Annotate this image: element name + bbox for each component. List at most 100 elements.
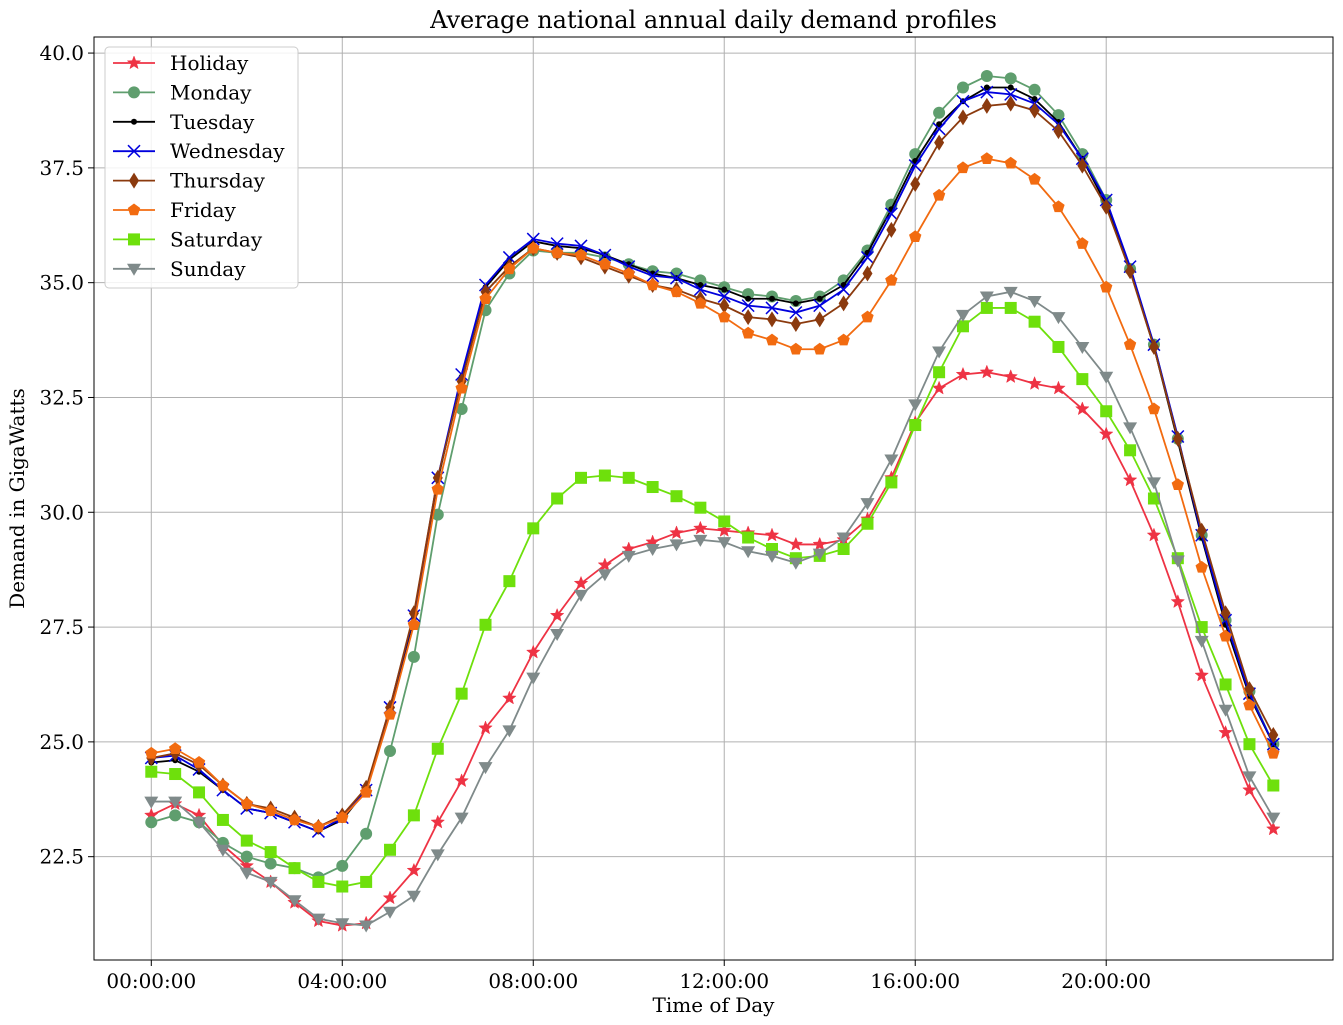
data-point-holiday [1051,380,1066,395]
data-point-sunday [478,762,493,775]
data-point-saturday [216,813,229,826]
data-point-thursday [1220,605,1231,622]
x-marker-stroke [526,232,540,246]
data-point-monday [837,274,850,287]
data-point-wednesday [884,207,898,221]
x-marker-stroke [669,271,684,285]
data-point-sunday [263,876,278,889]
data-point-sunday [836,532,851,545]
data-point-friday [336,811,349,823]
y-tick-label: 27.5 [39,615,84,639]
data-point-friday [622,266,635,279]
x-marker-stroke [765,301,779,315]
data-point-monday [169,809,182,822]
data-point-saturday [169,768,182,781]
series-friday [145,152,1280,833]
data-point-thursday [1101,198,1112,215]
data-point-monday [1028,83,1041,96]
data-point-friday [837,333,850,346]
data-point-saturday [694,501,707,514]
data-point-sunday [144,796,159,809]
data-point-friday [264,804,277,817]
data-point-friday [1219,629,1232,642]
x-marker-stroke [741,299,755,313]
series-lines [143,70,1281,933]
grid-lines [94,37,1333,960]
x-marker-stroke [127,144,141,158]
legend-marker-swatch [126,55,142,70]
plot-area-frame [93,36,1334,961]
data-point-friday [431,482,444,495]
data-point-sunday [1194,635,1209,648]
data-point-thursday [766,311,777,328]
data-point-wednesday [550,237,564,251]
legend-marker-swatch [128,86,140,99]
data-point-thursday [838,295,849,312]
data-point-wednesday [813,299,827,313]
x-marker-stroke [574,239,588,253]
data-point-tuesday [792,300,799,307]
data-point-sunday [741,546,756,559]
data-point-sunday [955,309,970,322]
data-point-friday [550,246,564,259]
data-point-wednesday [526,232,540,246]
data-point-holiday [669,525,684,540]
data-point-tuesday [816,295,823,302]
data-point-friday [1004,156,1017,169]
legend-label: Saturday [170,227,263,251]
data-point-monday [933,106,946,119]
data-point-holiday [764,527,780,542]
legend-marker-swatch [127,144,141,158]
data-point-monday [670,267,683,280]
data-point-saturday [1052,340,1065,353]
data-point-saturday [1219,678,1232,691]
series-saturday [145,301,1280,893]
data-point-wednesday [789,305,803,320]
data-point-holiday [1075,401,1090,416]
data-point-friday [1147,402,1161,415]
data-point-thursday [910,175,921,192]
data-point-tuesday [983,84,990,91]
data-point-thursday [981,97,992,114]
data-point-thursday [719,297,730,314]
data-point-holiday [1122,472,1138,487]
data-point-holiday [1242,782,1257,797]
data-point-sunday [1218,704,1233,717]
data-point-sunday [430,849,445,862]
data-point-tuesday [1031,95,1038,102]
data-point-holiday [478,720,493,735]
legend-label: Friday [170,198,237,222]
x-tick-label: 20:00:00 [1061,969,1151,993]
data-point-thursday [1196,522,1207,539]
data-point-holiday [955,366,971,381]
axis-ticks: 00:00:00 04:00:00 08:00:00 12:00:00 16:00:00… [39,41,1151,993]
data-point-saturday [646,481,659,494]
data-point-wednesday [693,283,707,297]
data-point-friday [288,813,301,826]
data-point-sunday [1003,286,1018,299]
data-point-wednesday [837,283,851,297]
data-point-wednesday [1266,737,1280,751]
data-point-friday [192,756,206,768]
data-point-holiday [549,607,565,622]
data-point-friday [909,230,922,243]
data-point-thursday [1029,102,1040,119]
y-tick-label: 40.0 [39,41,84,65]
data-point-holiday [597,557,613,572]
data-point-saturday [264,846,277,859]
data-point-sunday [239,867,254,880]
data-point-holiday [716,522,732,537]
data-point-wednesday [717,289,731,303]
data-point-friday [503,262,516,275]
data-point-thursday [886,221,897,238]
x-tick-label: 16:00:00 [870,969,960,993]
data-point-holiday [382,890,398,905]
data-point-monday [240,850,253,863]
data-point-sunday [1123,422,1138,435]
data-point-sunday [168,796,183,809]
legend-entry-sunday: Sunday [113,257,246,281]
data-point-wednesday [741,299,755,313]
data-point-sunday [1242,771,1257,784]
y-tick-label: 35.0 [39,271,84,295]
